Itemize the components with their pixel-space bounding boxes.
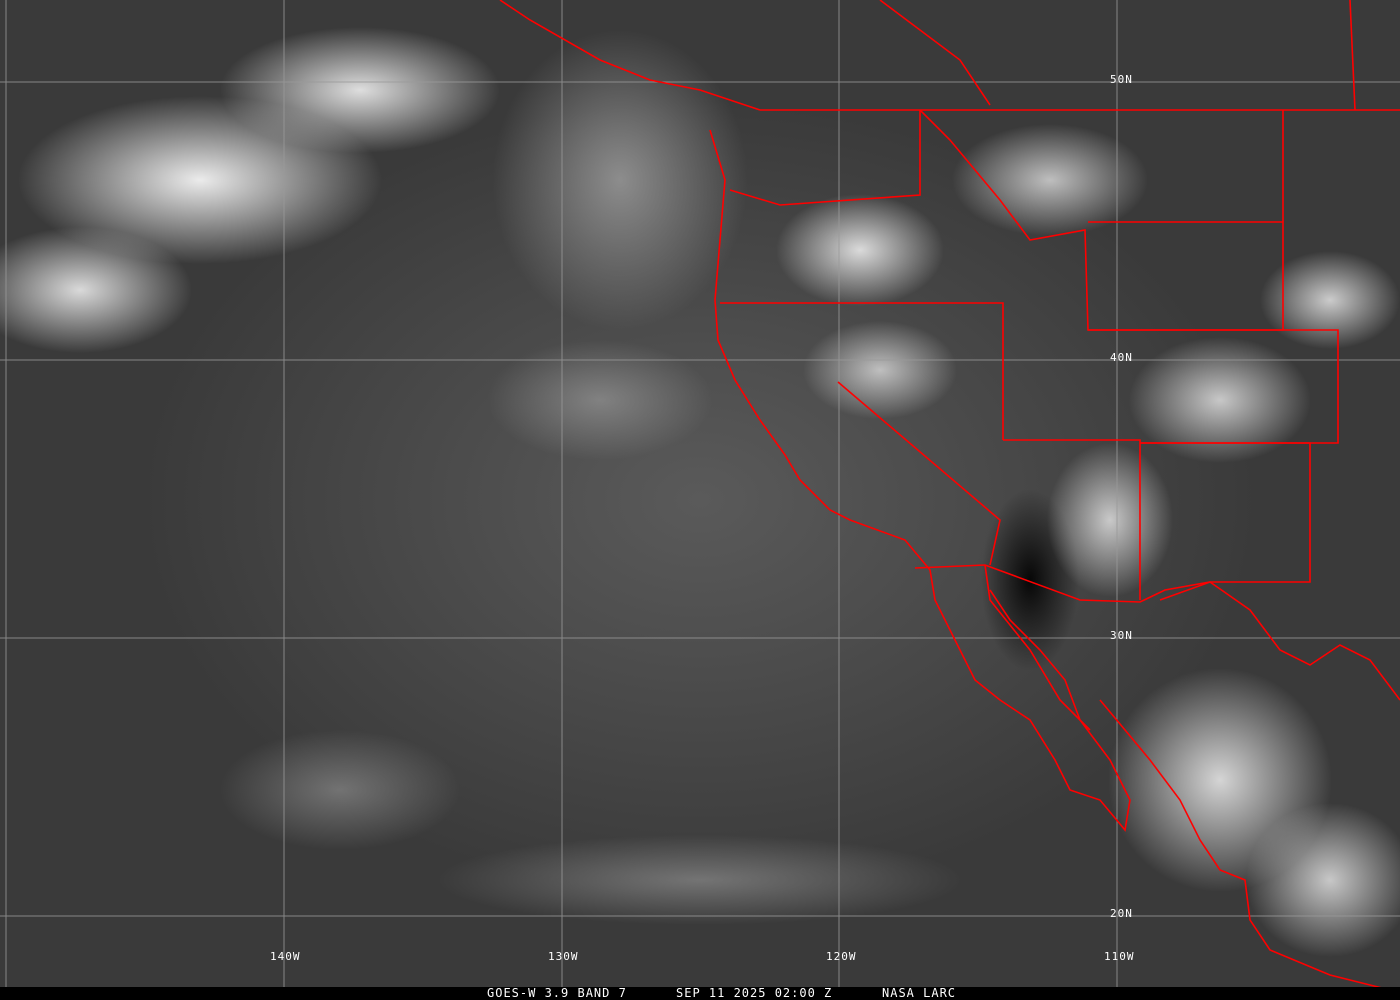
canada-east xyxy=(879,0,991,106)
political-boundaries xyxy=(499,0,1400,991)
or-ca-border xyxy=(720,302,1004,440)
longitude-label-130w: 130W xyxy=(548,950,579,963)
latitude-label-30n: 30N xyxy=(1110,629,1133,642)
nm-border xyxy=(1140,442,1311,601)
ca-nv-border xyxy=(837,381,1001,566)
longitude-label-140w: 140W xyxy=(270,950,301,963)
product-label: GOES-W 3.9 BAND 7 xyxy=(487,986,627,1000)
wa-or-border xyxy=(729,110,921,206)
mainland-mexico-coast xyxy=(1099,699,1391,991)
latitude-label-50n: 50N xyxy=(1110,73,1133,86)
canada-coast xyxy=(499,0,761,111)
latitude-label-40n: 40N xyxy=(1110,351,1133,364)
longitude-label-110w: 110W xyxy=(1104,950,1135,963)
caption-bar: GOES-W 3.9 BAND 7 SEP 11 2025 02:00 Z NA… xyxy=(0,987,1400,1000)
latitude-label-20n: 20N xyxy=(1110,907,1133,920)
source-label: NASA LARC xyxy=(882,986,957,1000)
nv-ut-border xyxy=(1003,439,1141,600)
longitude-label-120w: 120W xyxy=(826,950,857,963)
colorado-border xyxy=(1140,329,1339,444)
baja-gulf-coast xyxy=(984,564,1091,731)
us-mexico-border xyxy=(914,564,1400,701)
west-coastline xyxy=(709,129,1131,832)
idaho-border xyxy=(919,109,1140,331)
datetime-label: SEP 11 2025 02:00 Z xyxy=(676,986,833,1000)
saskatchewan-border xyxy=(1349,0,1356,111)
